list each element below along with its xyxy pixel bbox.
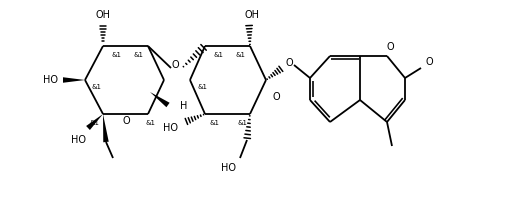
Polygon shape	[63, 77, 85, 83]
Text: &1: &1	[213, 52, 223, 58]
Text: &1: &1	[133, 52, 143, 58]
Text: HO: HO	[42, 75, 58, 85]
Text: O: O	[425, 57, 433, 67]
Text: &1: &1	[90, 120, 100, 126]
Text: HO: HO	[72, 135, 86, 145]
Text: O: O	[272, 92, 280, 102]
Text: HO: HO	[221, 163, 236, 173]
Text: O: O	[122, 116, 130, 126]
Text: OH: OH	[244, 10, 260, 20]
Text: O: O	[386, 42, 394, 52]
Text: &1: &1	[92, 84, 102, 90]
Text: &1: &1	[197, 84, 207, 90]
Text: &1: &1	[145, 120, 155, 126]
Polygon shape	[150, 92, 170, 107]
Text: HO: HO	[164, 123, 178, 133]
Text: &1: &1	[235, 52, 245, 58]
Text: &1: &1	[112, 52, 122, 58]
Text: O: O	[285, 58, 293, 68]
Text: OH: OH	[96, 10, 110, 20]
Text: &1: &1	[237, 120, 247, 126]
Text: O: O	[171, 60, 179, 70]
Text: H: H	[180, 101, 188, 111]
Text: &1: &1	[210, 120, 220, 126]
Polygon shape	[103, 114, 109, 142]
Polygon shape	[86, 114, 103, 130]
